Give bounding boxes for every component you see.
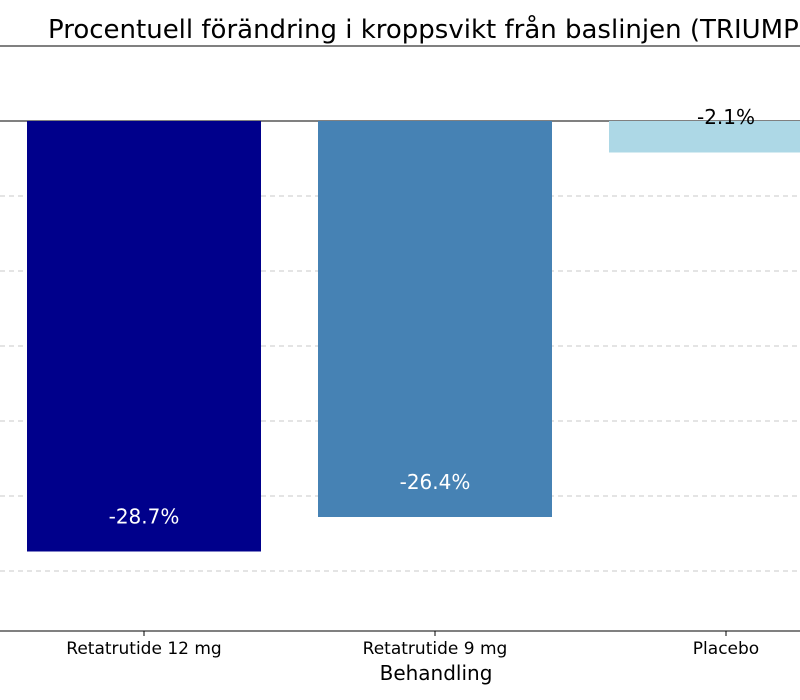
data-label: -26.4%: [400, 470, 471, 494]
x-tick-label: Placebo: [693, 639, 759, 659]
x-tick-label: Retatrutide 12 mg: [66, 639, 221, 659]
data-label: -2.1%: [697, 105, 755, 129]
x-tick-label: Retatrutide 9 mg: [363, 639, 508, 659]
bar: [609, 121, 800, 153]
data-labels: -28.7% -26.4% -2.1%: [109, 105, 755, 529]
data-label: -28.7%: [109, 505, 180, 529]
bars: [27, 121, 800, 552]
bar: [318, 121, 552, 517]
x-tick-labels: Retatrutide 12 mg Retatrutide 9 mg Placebo: [66, 631, 759, 659]
chart-title: Procentuell förändring i kroppsvikt från…: [48, 14, 800, 45]
bar: [27, 121, 261, 552]
x-axis-label: Behandling: [380, 661, 493, 685]
